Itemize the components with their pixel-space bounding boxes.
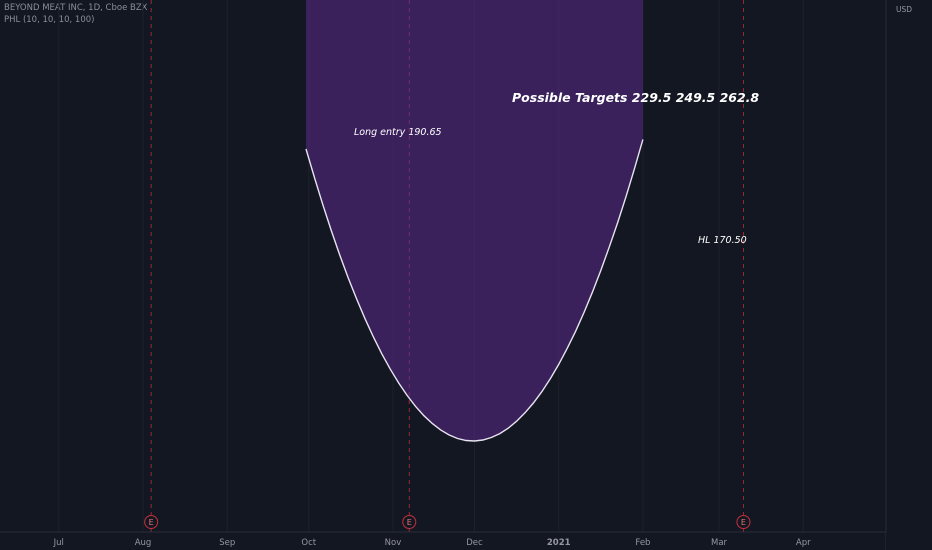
targets-label: Possible Targets 229.5 249.5 262.8 xyxy=(512,90,759,105)
time-tick-label: Jul xyxy=(53,538,64,548)
time-tick-label: Dec xyxy=(466,538,483,548)
time-tick-label: Nov xyxy=(385,538,402,548)
cup-curve xyxy=(305,139,644,442)
earnings-marker xyxy=(144,515,159,529)
time-tick-label: 2021 xyxy=(547,538,571,548)
earnings-marker xyxy=(736,515,751,529)
entry-label: Long entry 190.65 xyxy=(354,127,442,138)
hl-label: HL 170.50 xyxy=(698,235,747,246)
earnings-marker-label: E xyxy=(407,518,412,527)
time-tick-label: Mar xyxy=(711,538,728,548)
cup-fill xyxy=(306,0,643,441)
currency-label: USD xyxy=(896,5,912,14)
time-axis xyxy=(0,532,886,550)
time-tick-label: Feb xyxy=(635,538,650,548)
indicator-title: PHL (10, 10, 10, 100) xyxy=(4,15,95,25)
price-axis xyxy=(886,0,932,550)
earnings-marker-label: E xyxy=(741,518,746,527)
time-tick-label: Aug xyxy=(135,538,152,548)
time-tick-label: Sep xyxy=(219,538,235,548)
time-tick-label: Oct xyxy=(301,538,316,548)
time-tick-label: Apr xyxy=(796,538,811,548)
symbol-title: BEYOND MEAT INC, 1D, Cboe BZX xyxy=(4,3,148,13)
axis-corner xyxy=(886,532,932,550)
earnings-marker xyxy=(402,515,417,529)
earnings-marker-label: E xyxy=(149,518,154,527)
